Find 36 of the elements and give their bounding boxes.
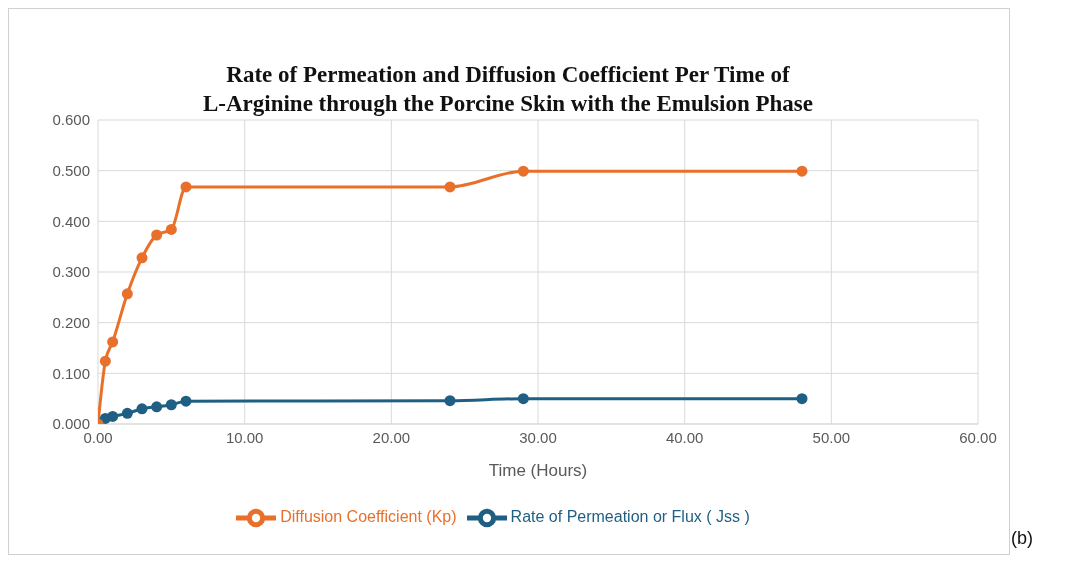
point (151, 229, 163, 241)
point (121, 407, 133, 419)
point (136, 252, 148, 264)
point (136, 403, 148, 415)
point (165, 399, 177, 411)
legend-label: Diffusion Coefficient (Kp) (280, 508, 457, 526)
x-tick-label: 10.00 (225, 428, 264, 446)
y-tick-label: 0.500 (52, 161, 90, 179)
x-axis-title: Time (Hours) (488, 461, 588, 480)
y-tick-label: 0.300 (52, 263, 90, 281)
x-tick-label: 30.00 (519, 428, 557, 446)
y-tick-label: 0.100 (52, 364, 90, 382)
x-tick-label: 40.00 (665, 428, 704, 446)
point (151, 401, 163, 413)
x-tick-label: 50.00 (812, 428, 851, 446)
y-tick-label: 0.200 (52, 313, 90, 331)
point (444, 181, 456, 193)
chart-title: Rate of Permeation and Diffusion Coefficient Per Time of L-Arginine through the Porcine Skin with the Emulsion Phase (202, 62, 813, 116)
point (517, 393, 529, 405)
point (444, 395, 456, 407)
y-tick-label: 0.600 (52, 111, 90, 129)
x-tick-label: 20.00 (372, 428, 411, 446)
y-tick-label: 0.400 (52, 212, 90, 230)
point (180, 395, 192, 407)
point (107, 410, 119, 422)
point (796, 393, 808, 405)
point (99, 355, 111, 367)
point (796, 165, 808, 177)
point (180, 181, 192, 193)
point (107, 336, 119, 348)
x-tick-label: 60.00 (959, 428, 997, 446)
point (165, 223, 177, 235)
legend-label: Rate of Permeation or Flux ( Jss ) (510, 508, 750, 526)
text: (b) (1011, 528, 1033, 549)
point (517, 165, 529, 177)
point (121, 288, 133, 300)
